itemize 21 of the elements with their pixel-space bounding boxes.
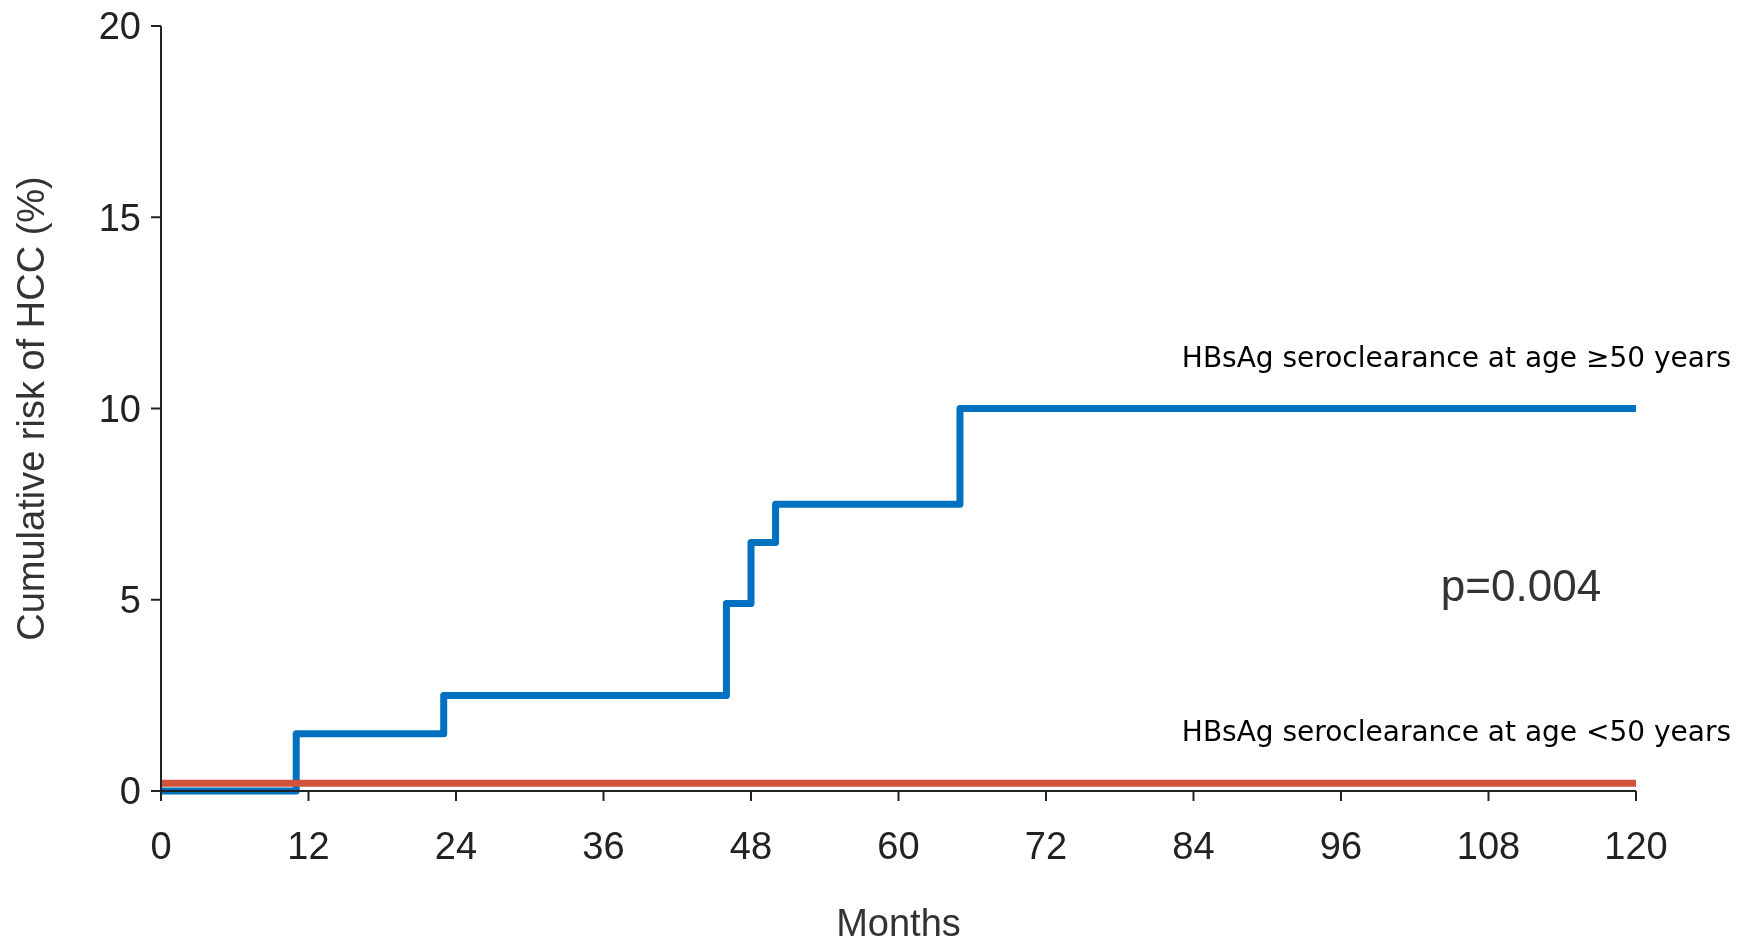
x-tick-label: 48 xyxy=(729,825,773,867)
x-tick-label: 24 xyxy=(434,825,478,867)
x-tick-label: 108 xyxy=(1456,825,1521,867)
series-label: HBsAg seroclearance at age ≥50 years xyxy=(1181,340,1731,374)
y-tick-label: 0 xyxy=(119,770,141,813)
y-tick-label: 5 xyxy=(119,579,141,622)
x-tick-label: 72 xyxy=(1024,825,1068,867)
x-tick-label: 120 xyxy=(1604,825,1668,867)
y-tick-label: 15 xyxy=(98,196,141,239)
y-axis-title: Cumulative risk of HCC (%) xyxy=(10,176,52,641)
x-tick-label: 0 xyxy=(150,825,172,867)
annotation: p=0.004 xyxy=(1440,561,1602,610)
y-tick-label: 10 xyxy=(98,387,141,430)
series-label: HBsAg seroclearance at age <50 years xyxy=(1181,715,1731,749)
x-tick-label: 84 xyxy=(1172,825,1215,867)
x-tick-label: 12 xyxy=(287,825,330,867)
y-tick-label: 20 xyxy=(98,5,141,48)
x-tick-label: 60 xyxy=(877,825,920,867)
x-axis-title: Months xyxy=(836,902,961,942)
x-tick-label: 36 xyxy=(582,825,625,867)
x-tick-label: 96 xyxy=(1319,825,1363,867)
